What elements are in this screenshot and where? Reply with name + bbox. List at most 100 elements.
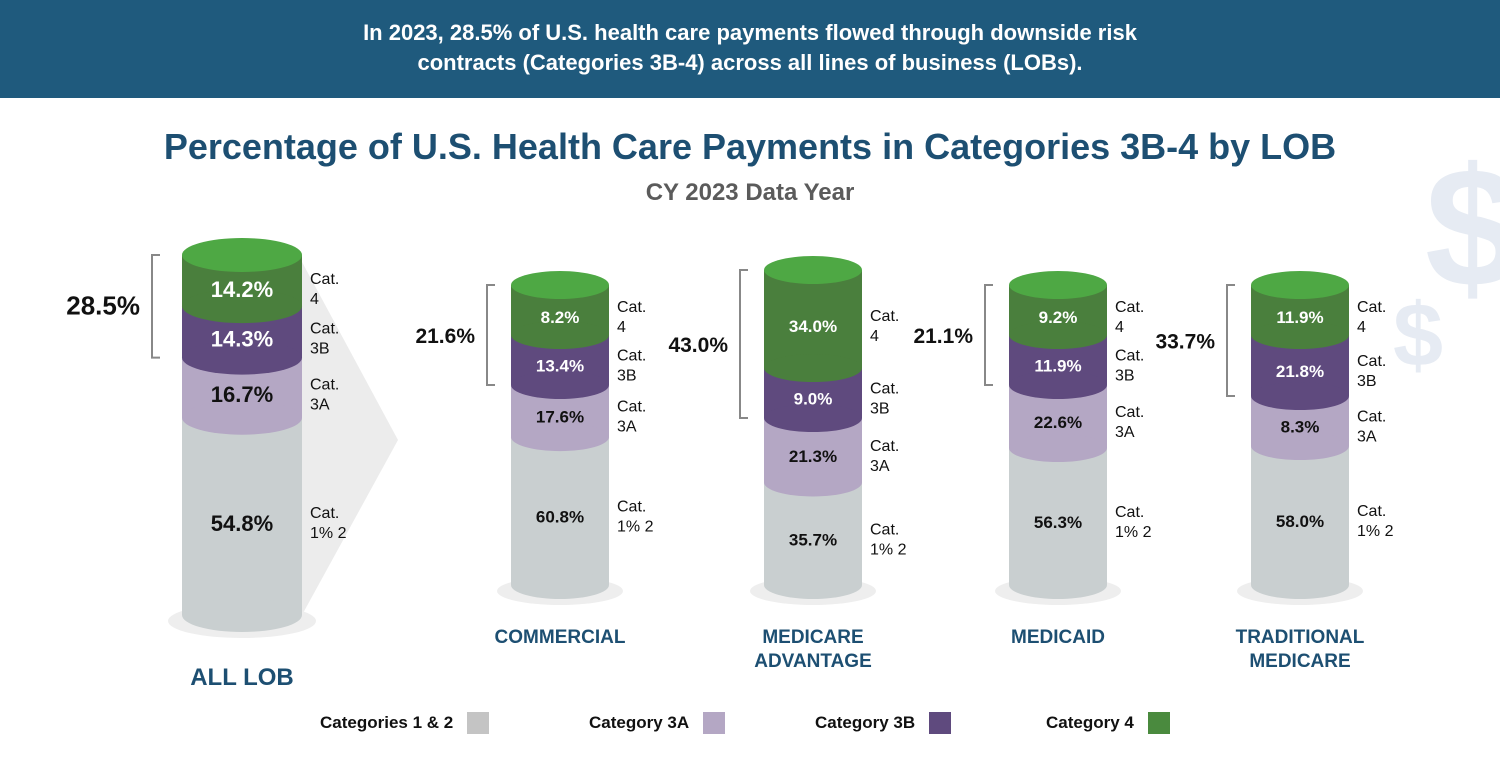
segment-cat12: [1251, 446, 1349, 585]
bracket-total: 28.5%: [66, 290, 140, 320]
chart-title: Percentage of U.S. Health Care Payments …: [163, 126, 1337, 167]
bracket-total: 21.6%: [415, 325, 475, 348]
value-label: 54.8%: [211, 511, 273, 536]
banner-line-1: In 2023, 28.5% of U.S. health care payme…: [363, 20, 1137, 45]
segment-label: Cat.: [1115, 299, 1144, 316]
legend-item-cat3b: Category 3B: [815, 712, 952, 734]
legend-label: Category 3A: [589, 713, 690, 732]
segment-label: 3B: [617, 368, 637, 385]
segment-label: Cat.: [1357, 353, 1386, 370]
segment-label: 4: [617, 319, 626, 336]
segment-label: 3B: [870, 401, 890, 418]
dollar-decoration-small: $: [1393, 286, 1444, 386]
segment-cat12: [764, 482, 862, 585]
segment-bottom: [1009, 571, 1107, 599]
segment-label: 3A: [310, 396, 330, 413]
segment-bottom: [182, 400, 302, 435]
segment-label: 4: [870, 328, 879, 345]
value-label: 11.9%: [1276, 308, 1323, 327]
value-label: 21.3%: [789, 447, 837, 466]
segment-label: Cat.: [617, 299, 646, 316]
segment-label: Cat.: [1115, 504, 1144, 521]
value-label: 34.0%: [789, 317, 837, 336]
legend-item-cat4: Category 4: [1046, 712, 1170, 734]
segment-bottom: [511, 423, 609, 452]
legend-swatch: [703, 712, 726, 734]
segment-bottom: [182, 289, 302, 324]
segment-label: Cat.: [617, 348, 646, 365]
segment-label: 1% 2: [1357, 523, 1394, 540]
value-label: 16.7%: [211, 382, 273, 407]
header-banner: In 2023, 28.5% of U.S. health care payme…: [0, 0, 1500, 98]
cylinder-top: [511, 271, 609, 299]
legend-label: Categories 1 & 2: [320, 713, 454, 732]
segment-bottom: [1009, 434, 1107, 463]
segment-label: Cat.: [310, 321, 339, 338]
value-label: 8.3%: [1281, 418, 1320, 437]
segment-label: Cat.: [310, 271, 339, 288]
legend-item-cat3a: Category 3A: [589, 712, 726, 734]
segment-label: Cat.: [870, 521, 899, 538]
segment-cat12: [511, 437, 609, 585]
segment-label: 3A: [1357, 429, 1377, 446]
value-label: 14.3%: [211, 326, 273, 351]
segment-bottom: [511, 571, 609, 599]
cylinder-top: [764, 256, 862, 284]
value-label: 13.4%: [536, 357, 584, 376]
value-label: 35.7%: [789, 530, 837, 549]
segment-cat12: [1009, 448, 1107, 585]
segment-label: Cat.: [1115, 348, 1144, 365]
segment-bottom: [511, 321, 609, 349]
segment-cat12: [182, 417, 302, 615]
value-label: 14.2%: [211, 277, 273, 302]
segment-bottom: [1251, 382, 1349, 411]
segment-label: Cat.: [1357, 409, 1386, 426]
bracket: [1226, 284, 1235, 398]
segment-label: Cat.: [1357, 503, 1386, 520]
lob-label: COMMERCIAL: [495, 627, 626, 648]
legend-item-cat12: Categories 1 & 2: [320, 712, 490, 734]
segment-label: Cat.: [310, 505, 339, 522]
segment-label: 3B: [310, 341, 330, 358]
segment-label: Cat.: [1115, 404, 1144, 421]
segment-bottom: [1009, 371, 1107, 399]
segment-bottom: [182, 340, 302, 375]
segment-label: Cat.: [310, 376, 339, 393]
segment-label: Cat.: [870, 381, 899, 398]
value-label: 60.8%: [536, 508, 584, 527]
value-label: 8.2%: [541, 308, 580, 327]
cylinder-top: [182, 238, 302, 272]
segment-bottom: [764, 468, 862, 497]
legend-label: Category 4: [1046, 713, 1134, 732]
segment-label: 3A: [870, 458, 890, 475]
bracket-total: 21.1%: [913, 325, 973, 348]
value-label: 58.0%: [1276, 512, 1324, 531]
segment-label: Cat.: [870, 438, 899, 455]
bracket: [486, 284, 495, 386]
lob-label: ALL LOB: [190, 664, 294, 691]
segment-label: 3A: [617, 419, 637, 436]
segment-label: 4: [310, 291, 319, 308]
lob-label: MEDICARE: [762, 627, 863, 648]
banner-line-2: contracts (Categories 3B-4) across all l…: [417, 50, 1083, 75]
segment-bottom: [764, 404, 862, 433]
segment-bottom: [1009, 321, 1107, 349]
segment-label: 1% 2: [310, 525, 347, 542]
segment-label: 1% 2: [1115, 524, 1152, 541]
zoom-funnel: [302, 262, 398, 615]
cylinder-top: [1251, 271, 1349, 299]
segment-label: 4: [1357, 319, 1366, 336]
segment-label: Cat.: [870, 308, 899, 325]
segment-label: 3B: [1357, 373, 1377, 390]
segment-label: 1% 2: [617, 519, 654, 536]
segment-label: 3A: [1115, 424, 1135, 441]
legend: Categories 1 & 2 Category 3A Category 3B…: [0, 712, 1500, 742]
legend-swatch: [1147, 712, 1170, 734]
segment-label: Cat.: [617, 499, 646, 516]
segment-label: Cat.: [1357, 299, 1386, 316]
segment-bottom: [1251, 432, 1349, 461]
legend-swatch: [929, 712, 952, 734]
value-label: 9.0%: [794, 390, 833, 409]
bracket: [984, 284, 993, 386]
